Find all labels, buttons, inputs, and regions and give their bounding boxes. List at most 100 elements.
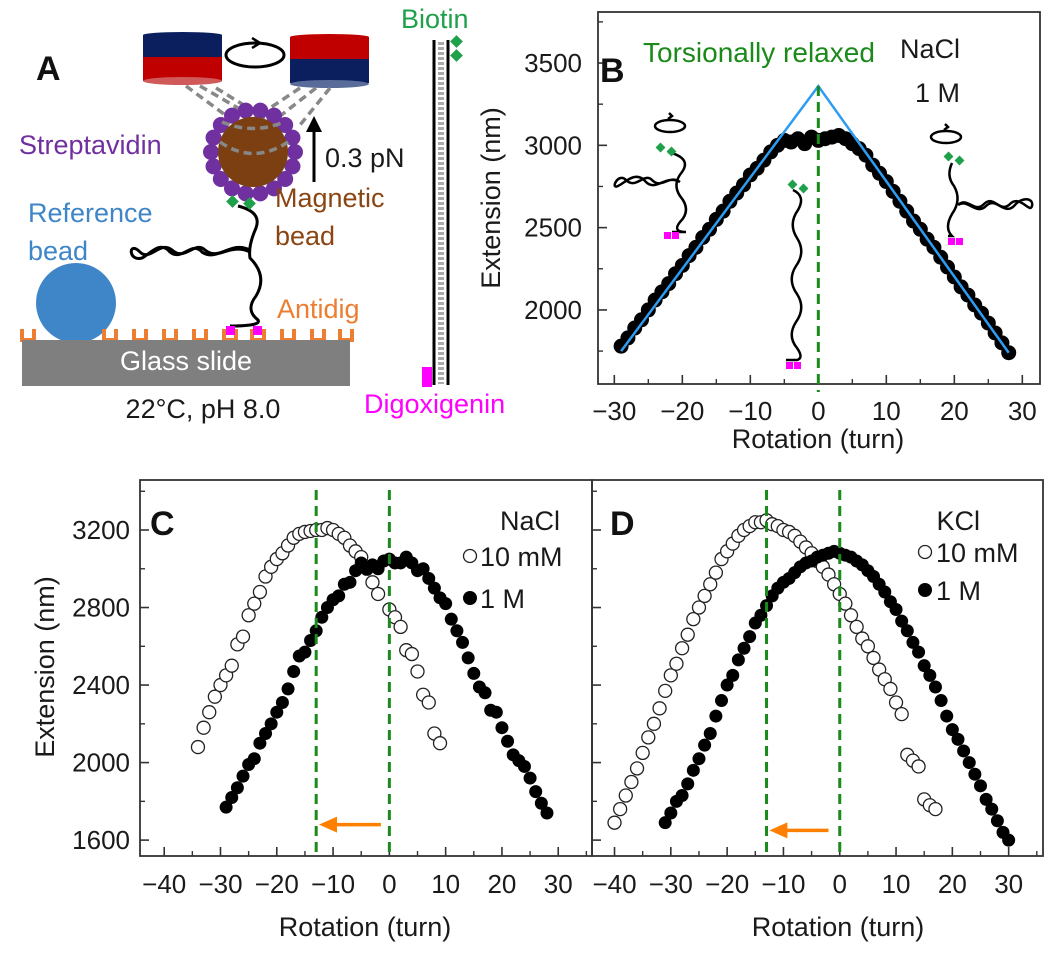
x-tick-label: 0 bbox=[811, 396, 825, 426]
x-tick-label: −20 bbox=[660, 396, 704, 426]
inset-negative-supercoil bbox=[613, 112, 688, 234]
legend-label-10mm: 10 mM bbox=[936, 538, 1019, 568]
data-point bbox=[461, 651, 475, 665]
series-1m bbox=[658, 544, 1016, 847]
inset-positive-supercoil bbox=[929, 123, 1034, 238]
data-point bbox=[641, 730, 656, 745]
panel-letter-c: C bbox=[150, 505, 175, 543]
plot-area: −40 −30 −20 −10 0 10 20 30 1600 2000 2400 2800 3200 bbox=[72, 479, 593, 899]
data-point bbox=[444, 612, 458, 626]
data-point bbox=[911, 759, 926, 774]
streptavidin-molecule bbox=[224, 107, 240, 124]
data-point bbox=[236, 769, 250, 783]
data-point bbox=[309, 624, 323, 638]
data-point bbox=[393, 619, 408, 635]
data-point bbox=[247, 752, 261, 766]
data-point bbox=[264, 717, 278, 731]
panel-a-schematic: A bbox=[19, 4, 505, 424]
rotation-arrow-icon bbox=[224, 36, 286, 69]
data-point bbox=[202, 705, 217, 720]
streptavidin-molecule bbox=[266, 107, 282, 124]
magnetic-bead bbox=[218, 117, 288, 187]
data-point bbox=[691, 600, 707, 615]
x-tick-label: 0 bbox=[382, 869, 396, 899]
data-point bbox=[894, 706, 909, 722]
data-point bbox=[618, 788, 633, 803]
data-point bbox=[889, 602, 903, 616]
y-tick-label: 2000 bbox=[72, 748, 130, 778]
data-point bbox=[343, 575, 357, 589]
data-point bbox=[421, 695, 436, 710]
data-point bbox=[190, 739, 206, 755]
data-point bbox=[427, 581, 441, 595]
panel-letter-d: D bbox=[610, 505, 635, 543]
data-point bbox=[709, 709, 723, 723]
data-point bbox=[224, 658, 239, 673]
data-point bbox=[332, 589, 346, 603]
data-point bbox=[235, 629, 251, 644]
x-axis-title: Rotation (turn) bbox=[752, 912, 925, 942]
data-point bbox=[298, 645, 312, 659]
legend-title: NaCl bbox=[500, 506, 560, 536]
y-axis-title: Extension (nm) bbox=[476, 107, 506, 289]
x-tick-label: 30 bbox=[1008, 396, 1037, 426]
data-point bbox=[467, 666, 481, 680]
data-point bbox=[979, 792, 993, 806]
data-point bbox=[664, 806, 678, 820]
streptavidin-molecule bbox=[284, 129, 301, 146]
x-tick-label: −10 bbox=[761, 869, 805, 899]
data-point bbox=[658, 816, 672, 830]
data-point bbox=[680, 627, 695, 642]
data-point bbox=[681, 777, 695, 791]
data-point bbox=[404, 646, 420, 662]
legend-label-1m: 1 M bbox=[480, 584, 525, 614]
streptavidin-molecule bbox=[252, 102, 269, 119]
inset-biotin bbox=[655, 142, 965, 194]
streptavidin-molecule bbox=[277, 170, 294, 187]
data-point bbox=[1002, 833, 1016, 847]
digoxigenin-tags bbox=[226, 326, 262, 335]
data-point bbox=[674, 641, 690, 656]
x-tick-label: −10 bbox=[311, 869, 355, 899]
data-point bbox=[900, 624, 914, 638]
magnetic-bead-label-2: bead bbox=[275, 221, 335, 251]
inset-digoxigenin bbox=[664, 232, 963, 369]
data-point bbox=[287, 664, 301, 678]
data-point bbox=[365, 575, 380, 590]
x-tick-label: 10 bbox=[872, 396, 901, 426]
streptavidin-molecule bbox=[252, 185, 269, 202]
data-point bbox=[501, 734, 515, 748]
streptavidin-molecule bbox=[224, 180, 240, 197]
data-point bbox=[241, 608, 256, 623]
streptavidin-molecule bbox=[266, 180, 282, 197]
data-point bbox=[529, 785, 543, 799]
plot-frame bbox=[591, 479, 1044, 857]
x-tick-label: −40 bbox=[142, 869, 186, 899]
data-point bbox=[207, 689, 223, 704]
data-point bbox=[663, 668, 678, 683]
data-point bbox=[252, 584, 268, 600]
data-point bbox=[906, 635, 920, 649]
data-point bbox=[912, 645, 926, 659]
data-point bbox=[878, 585, 892, 599]
field-lines-bead bbox=[219, 120, 289, 156]
reference-bead-label-2: bead bbox=[28, 236, 88, 266]
data-point bbox=[613, 801, 628, 817]
data-point bbox=[432, 736, 448, 751]
legend-title: KCl bbox=[936, 506, 980, 536]
data-point bbox=[534, 796, 548, 810]
y-tick-label: 3500 bbox=[524, 48, 582, 78]
y-tick-label: 2500 bbox=[524, 213, 582, 243]
streptavidin-label: Streptavidin bbox=[19, 130, 162, 160]
reference-bead-label-1: Reference bbox=[28, 198, 153, 228]
y-tick-label: 2000 bbox=[524, 295, 582, 325]
dna-tether bbox=[129, 204, 263, 328]
data-point bbox=[478, 686, 492, 700]
legend-label-1m: 1 M bbox=[936, 576, 981, 606]
antidig-antibody bbox=[20, 329, 36, 342]
data-point bbox=[726, 668, 740, 682]
data-point bbox=[720, 678, 734, 692]
antidig-antibody bbox=[102, 329, 118, 342]
streptavidin-molecule bbox=[287, 144, 303, 160]
legend-marker-filled bbox=[918, 583, 932, 597]
